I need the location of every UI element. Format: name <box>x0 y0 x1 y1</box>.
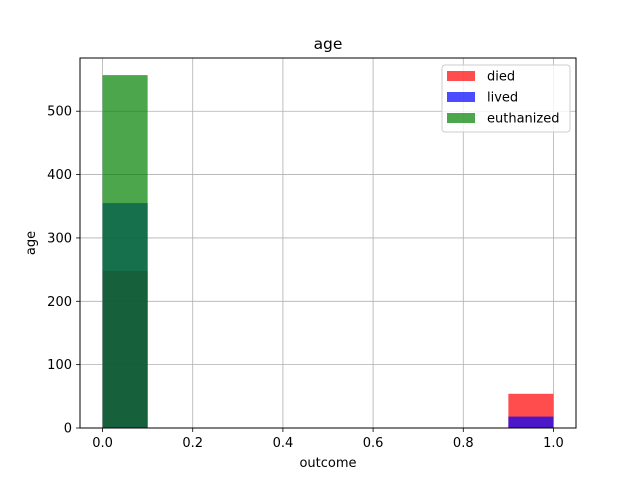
legend-swatch-euthanized <box>447 113 475 123</box>
x-tick-label: 0.0 <box>92 436 113 451</box>
plot-frame <box>79 57 577 429</box>
bar-lived <box>508 416 554 428</box>
bar-euthanized <box>102 75 148 428</box>
y-tick-label: 500 <box>47 105 72 120</box>
legend-swatch-died <box>447 71 475 81</box>
bars <box>102 75 554 428</box>
y-tick-label: 0 <box>64 422 72 437</box>
x-tick-label: 0.4 <box>273 436 294 451</box>
axis-ticks: 0.0 0.2 0.4 0.6 0.8 1.0 0 100 200 300 400 500 <box>47 105 564 451</box>
y-tick-label: 200 <box>47 295 72 310</box>
legend-swatch-lived <box>447 92 475 102</box>
x-tick-label: 0.2 <box>182 436 203 451</box>
y-tick-label: 100 <box>47 358 72 373</box>
x-tick-label: 0.6 <box>363 436 384 451</box>
legend: died lived euthanized <box>441 64 571 133</box>
x-tick-label: 0.8 <box>453 436 474 451</box>
x-axis-label: outcome <box>299 456 356 471</box>
y-axis-label: age <box>24 231 39 255</box>
y-tick-label: 400 <box>47 168 72 183</box>
x-tick-label: 1.0 <box>543 436 564 451</box>
chart-title: age <box>314 35 343 53</box>
legend-label-euthanized: euthanized <box>487 112 559 127</box>
legend-label-lived: lived <box>487 91 518 106</box>
y-tick-label: 300 <box>47 231 72 246</box>
legend-label-died: died <box>487 70 515 85</box>
grid <box>80 58 576 429</box>
